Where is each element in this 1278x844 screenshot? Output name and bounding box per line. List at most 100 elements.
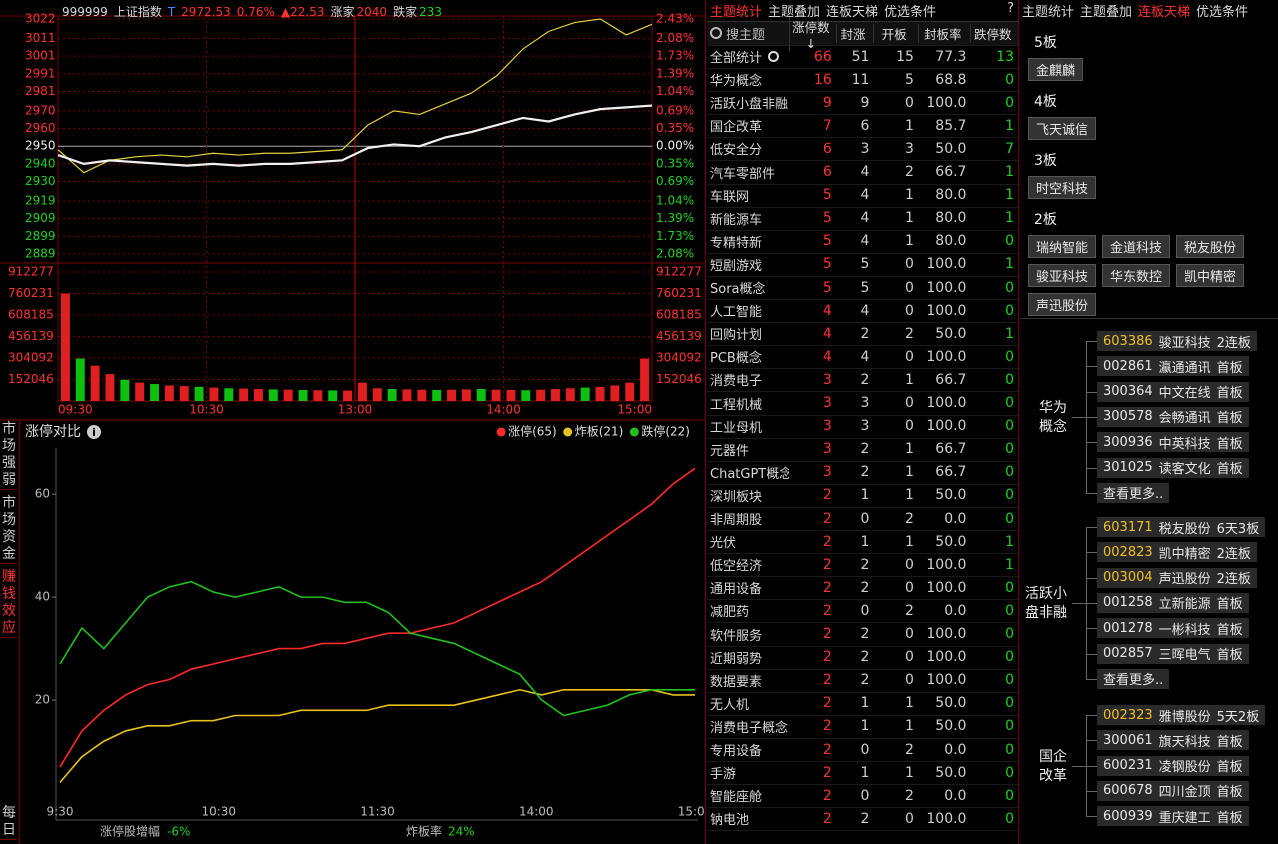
table-row[interactable]: 减肥药 2 0 2 0.0 0 [707, 599, 1018, 624]
stock-entry[interactable]: 603386 骏亚科技 2连板 [1097, 331, 1257, 351]
table-row[interactable]: 低空经济 2 2 0 100.0 1 [707, 553, 1018, 578]
stock-entry[interactable]: 600678 四川金顶 首板 [1097, 780, 1249, 801]
stock-entry[interactable]: 300578 会畅通讯 首板 [1097, 406, 1249, 427]
stock-button[interactable]: 瑞纳智能 [1028, 235, 1097, 258]
stock-entry[interactable]: 300364 中文在线 首板 [1097, 381, 1249, 402]
table-row[interactable]: 人工智能 4 4 0 100.0 0 [707, 299, 1018, 324]
column-header[interactable]: 封板率 [917, 24, 971, 43]
stock-entry[interactable]: 002857 三晖电气 首板 [1097, 643, 1249, 664]
tab[interactable]: 优选条件 [884, 5, 937, 20]
stock-button[interactable]: 金麒麟 [1028, 58, 1084, 81]
tab[interactable]: 主题叠加 [1080, 5, 1133, 20]
stock-button[interactable]: 飞天诚信 [1028, 117, 1097, 140]
stock-entry[interactable]: 003004 声迅股份 2连板 [1097, 567, 1257, 588]
table-row[interactable]: 回购计划 4 2 2 50.0 1 [707, 322, 1018, 347]
stock-entry[interactable]: 001258 立新能源 首板 [1097, 592, 1249, 613]
more-button[interactable]: 查看更多.. [1097, 668, 1170, 689]
table-row[interactable]: 深圳板块 2 1 1 50.0 0 [707, 484, 1018, 508]
column-header[interactable]: 开板 [873, 24, 918, 43]
side-tab[interactable]: 赚钱效应 [0, 569, 18, 638]
table-row[interactable]: 元器件 3 2 1 66.7 0 [707, 438, 1018, 462]
stock-entry[interactable]: 001278 一彬科技 首板 [1097, 618, 1249, 639]
table-row[interactable]: 消费电子 3 2 1 66.7 0 [707, 368, 1018, 393]
side-tab[interactable]: 市场强弱 [0, 421, 18, 490]
tab[interactable]: 主题统计 [1022, 5, 1075, 20]
stock-entry[interactable]: 300061 旗天科技 首板 [1097, 730, 1249, 751]
table-row[interactable]: 车联网 5 4 1 80.0 1 [707, 184, 1018, 208]
table-row[interactable]: 通用设备 2 2 0 100.0 0 [707, 576, 1018, 601]
table-row[interactable]: 数据要素 2 2 0 100.0 0 [707, 669, 1018, 693]
theme-label: 活跃小盘非融 [1025, 585, 1067, 621]
table-row[interactable]: 华为概念 16 11 5 68.8 0 [707, 68, 1018, 93]
table-row[interactable]: 专精特新 5 4 1 80.0 0 [707, 230, 1018, 254]
table-row[interactable]: 光伏 2 1 1 50.0 1 [707, 530, 1018, 555]
cell: 1 [905, 371, 914, 388]
tab[interactable]: 连板天梯 [1138, 5, 1191, 20]
table-row[interactable]: 手游 2 1 1 50.0 0 [707, 761, 1018, 786]
cell: 2 [822, 556, 832, 573]
cell: 85.7 [935, 117, 967, 134]
table-row[interactable]: PCB概念 4 4 0 100.0 0 [707, 345, 1018, 370]
stock-button[interactable]: 凯中精密 [1176, 264, 1245, 287]
tab[interactable]: 优选条件 [1196, 5, 1249, 20]
table-row[interactable]: 非周期股 2 0 2 0.0 0 [707, 507, 1018, 531]
column-header[interactable]: 跌停数 [970, 24, 1018, 43]
cell: 3 [822, 441, 832, 458]
connector [1086, 628, 1097, 630]
table-row[interactable]: 软件服务 2 2 0 100.0 0 [707, 623, 1018, 647]
table-row[interactable]: 汽车零部件 6 4 2 66.7 1 [707, 161, 1018, 185]
tab[interactable]: 主题统计 [710, 5, 763, 20]
table-row[interactable]: 国企改革 7 6 1 85.7 1 [707, 114, 1018, 139]
table-row[interactable]: 钠电池 2 2 0 100.0 0 [707, 807, 1018, 832]
column-header[interactable]: 封涨 [835, 24, 874, 43]
table-row[interactable]: 新能源车 5 4 1 80.0 1 [707, 207, 1018, 231]
table-row[interactable]: 智能座舱 2 0 2 0.0 0 [707, 784, 1018, 809]
stock-entry[interactable]: 002323 雅博股份 5天2板 [1097, 705, 1266, 725]
table-row[interactable]: 消费电子概念 2 1 1 50.0 0 [707, 715, 1018, 739]
tab[interactable]: 主题叠加 [768, 5, 821, 20]
stock-button[interactable]: 声迅股份 [1028, 293, 1097, 316]
stock-entry[interactable]: 301025 读客文化 首板 [1097, 457, 1249, 478]
side-tab[interactable]: 市场资金 [0, 495, 18, 564]
table-row[interactable]: Sora概念 5 5 0 100.0 0 [707, 276, 1018, 300]
stock-button[interactable]: 华东数控 [1102, 264, 1171, 287]
table-row[interactable]: 无人机 2 1 1 50.0 0 [707, 692, 1018, 716]
stock-entry[interactable]: 600231 凌钢股份 首板 [1097, 755, 1249, 776]
table-row[interactable]: 近期弱势 2 2 0 100.0 0 [707, 646, 1018, 670]
table-row[interactable]: 活跃小盘非融 9 9 0 100.0 0 [707, 91, 1018, 116]
side-tab[interactable]: 每日 [0, 805, 18, 840]
table-row[interactable]: 全部统计 66 51 15 77.3 13 [707, 45, 1018, 69]
cell: 1 [860, 487, 870, 504]
tab[interactable]: 连板天梯 [826, 5, 879, 20]
column-header[interactable]: 涨停数↓ [789, 16, 836, 51]
stock-entry[interactable]: 300936 中英科技 首板 [1097, 432, 1249, 453]
table-row[interactable]: ChatGPT概念 3 2 1 66.7 0 [707, 461, 1018, 485]
volume-bar [536, 389, 546, 401]
table-row[interactable]: 短剧游戏 5 5 0 100.0 1 [707, 253, 1018, 277]
stock-entry[interactable]: 600939 重庆建工 首板 [1097, 806, 1249, 827]
more-button[interactable]: 查看更多.. [1097, 482, 1170, 503]
stock-button[interactable]: 税友股份 [1176, 235, 1245, 258]
stock-button[interactable]: 金道科技 [1102, 235, 1171, 258]
table-row[interactable]: 低安全分 6 3 3 50.0 7 [707, 137, 1018, 162]
volume-bar [387, 388, 397, 401]
volume-bar [209, 387, 219, 401]
price-tick-label: 2960 [25, 121, 56, 135]
connector [1072, 765, 1086, 767]
stock-button[interactable]: 时空科技 [1028, 176, 1097, 199]
stock-code: 003004 [1103, 570, 1153, 586]
search[interactable]: 搜主题 [707, 24, 789, 43]
table-row[interactable]: 工业母机 3 3 0 100.0 0 [707, 415, 1018, 439]
stock-entry[interactable]: 002861 瀛通通讯 首板 [1097, 356, 1249, 377]
table-row[interactable]: 专用设备 2 0 2 0.0 0 [707, 738, 1018, 762]
cell: 11 [851, 71, 870, 88]
volume-bar [105, 374, 115, 401]
cell: 0 [1005, 302, 1015, 319]
stock-entry[interactable]: 603171 税友股份 6天3板 [1097, 517, 1266, 537]
table-row[interactable]: 工程机械 3 3 0 100.0 0 [707, 392, 1018, 416]
stock-entry[interactable]: 002823 凯中精密 2连板 [1097, 542, 1257, 563]
help[interactable]: ? [1007, 1, 1014, 16]
stock-button[interactable]: 骏亚科技 [1028, 264, 1097, 287]
cell: 100.0 [926, 302, 967, 319]
